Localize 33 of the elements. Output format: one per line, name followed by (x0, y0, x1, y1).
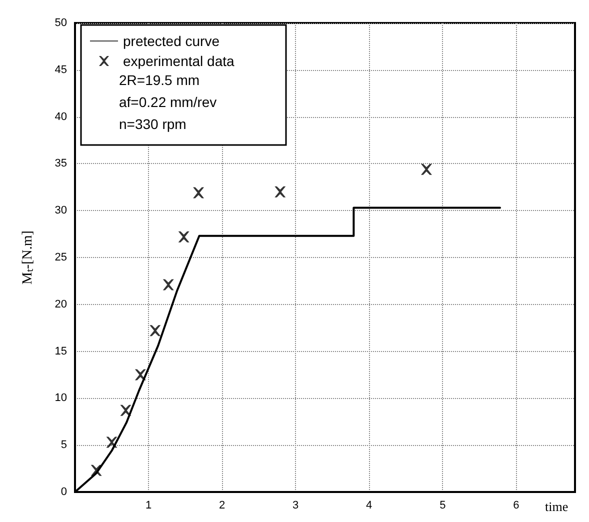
x-tick-label: 5 (440, 500, 446, 512)
y-tick-label: 25 (54, 252, 67, 264)
annotation: n=330 rpm (119, 116, 186, 132)
y-tick-label: 0 (60, 486, 67, 498)
y-tick-label: 45 (54, 64, 67, 76)
y-tick-label: 50 (54, 17, 67, 29)
x-tick-label: 1 (145, 500, 152, 512)
point (162, 279, 174, 290)
point (274, 186, 286, 198)
x-tick-label: 3 (292, 500, 299, 512)
y-tick-label: 10 (54, 392, 67, 404)
legend-label: pretected curve (123, 33, 220, 49)
point (134, 369, 146, 380)
annotation: af=0.22 mm/rev (119, 94, 217, 110)
y-tick-label: 40 (54, 110, 67, 123)
point (193, 187, 204, 198)
x-tick-label: 4 (366, 500, 372, 512)
y-tick-label: 5 (60, 439, 67, 452)
point (106, 436, 118, 448)
x-tick-label: 2 (218, 500, 226, 512)
y-tick-label: 30 (54, 204, 67, 217)
annotation: 2R=19.5 mm (119, 72, 200, 88)
x-axis-title: time (545, 499, 568, 514)
y-axis-title: Mₜ-[N.m] (20, 230, 36, 284)
x-tick-label: 6 (513, 500, 520, 512)
y-tick-label: 15 (54, 345, 67, 358)
y-tick-label: 20 (54, 298, 67, 310)
point (120, 404, 132, 416)
point (178, 231, 190, 242)
y-tick-label: 35 (54, 158, 67, 170)
point (420, 164, 432, 175)
point (150, 325, 161, 336)
legend-label: experimental data (123, 53, 235, 69)
